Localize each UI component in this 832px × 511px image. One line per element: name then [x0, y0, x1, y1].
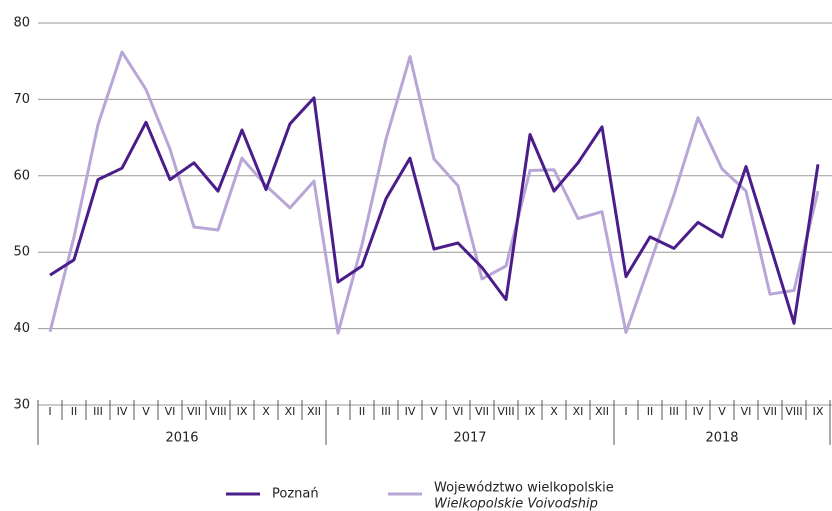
y-tick-label: 50: [13, 245, 30, 260]
year-label: 2016: [165, 431, 198, 446]
x-tick-label: XI: [573, 405, 584, 418]
y-tick-label: 60: [13, 168, 30, 183]
x-tick-label: VIII: [785, 405, 802, 418]
x-tick-label: II: [359, 405, 366, 418]
x-tick-label: X: [550, 405, 558, 418]
x-tick-label: I: [624, 405, 627, 418]
x-tick-label: V: [718, 405, 726, 418]
year-label: 2017: [453, 431, 486, 446]
y-tick-label: 40: [13, 321, 30, 336]
x-tick-label: VII: [475, 405, 489, 418]
x-tick-label: XI: [285, 405, 296, 418]
x-tick-label: VII: [763, 405, 777, 418]
legend-label: Poznań: [272, 487, 319, 502]
x-tick-label: I: [48, 405, 51, 418]
x-tick-label: III: [669, 405, 679, 418]
x-tick-label: X: [262, 405, 270, 418]
x-tick-label: IX: [237, 405, 248, 418]
x-tick-label: I: [336, 405, 339, 418]
x-tick-label: IX: [813, 405, 824, 418]
x-tick-label: II: [647, 405, 654, 418]
y-tick-label: 80: [13, 16, 30, 31]
x-tick-label: VIII: [497, 405, 514, 418]
x-tick-label: IV: [693, 405, 704, 418]
x-tick-label: VI: [165, 405, 176, 418]
x-tick-label: IX: [525, 405, 536, 418]
x-tick-label: V: [430, 405, 438, 418]
x-tick-label: VI: [453, 405, 464, 418]
x-tick-label: VII: [187, 405, 201, 418]
x-tick-label: XII: [595, 405, 609, 418]
x-tick-label: V: [142, 405, 150, 418]
x-tick-label: VI: [741, 405, 752, 418]
x-tick-label: II: [71, 405, 78, 418]
legend-label-en: Wielkopolskie Voivodship: [434, 497, 598, 511]
x-tick-label: IV: [405, 405, 416, 418]
y-tick-label: 30: [13, 398, 30, 413]
y-tick-label: 70: [13, 92, 30, 107]
legend-label: Województwo wielkopolskie: [434, 481, 614, 496]
x-tick-label: VIII: [209, 405, 226, 418]
x-tick-label: XII: [307, 405, 321, 418]
year-label: 2018: [705, 431, 738, 446]
x-tick-label: III: [381, 405, 391, 418]
x-tick-label: III: [93, 405, 103, 418]
x-tick-label: IV: [117, 405, 128, 418]
series-line: [48, 50, 820, 335]
series-line: [49, 96, 820, 325]
